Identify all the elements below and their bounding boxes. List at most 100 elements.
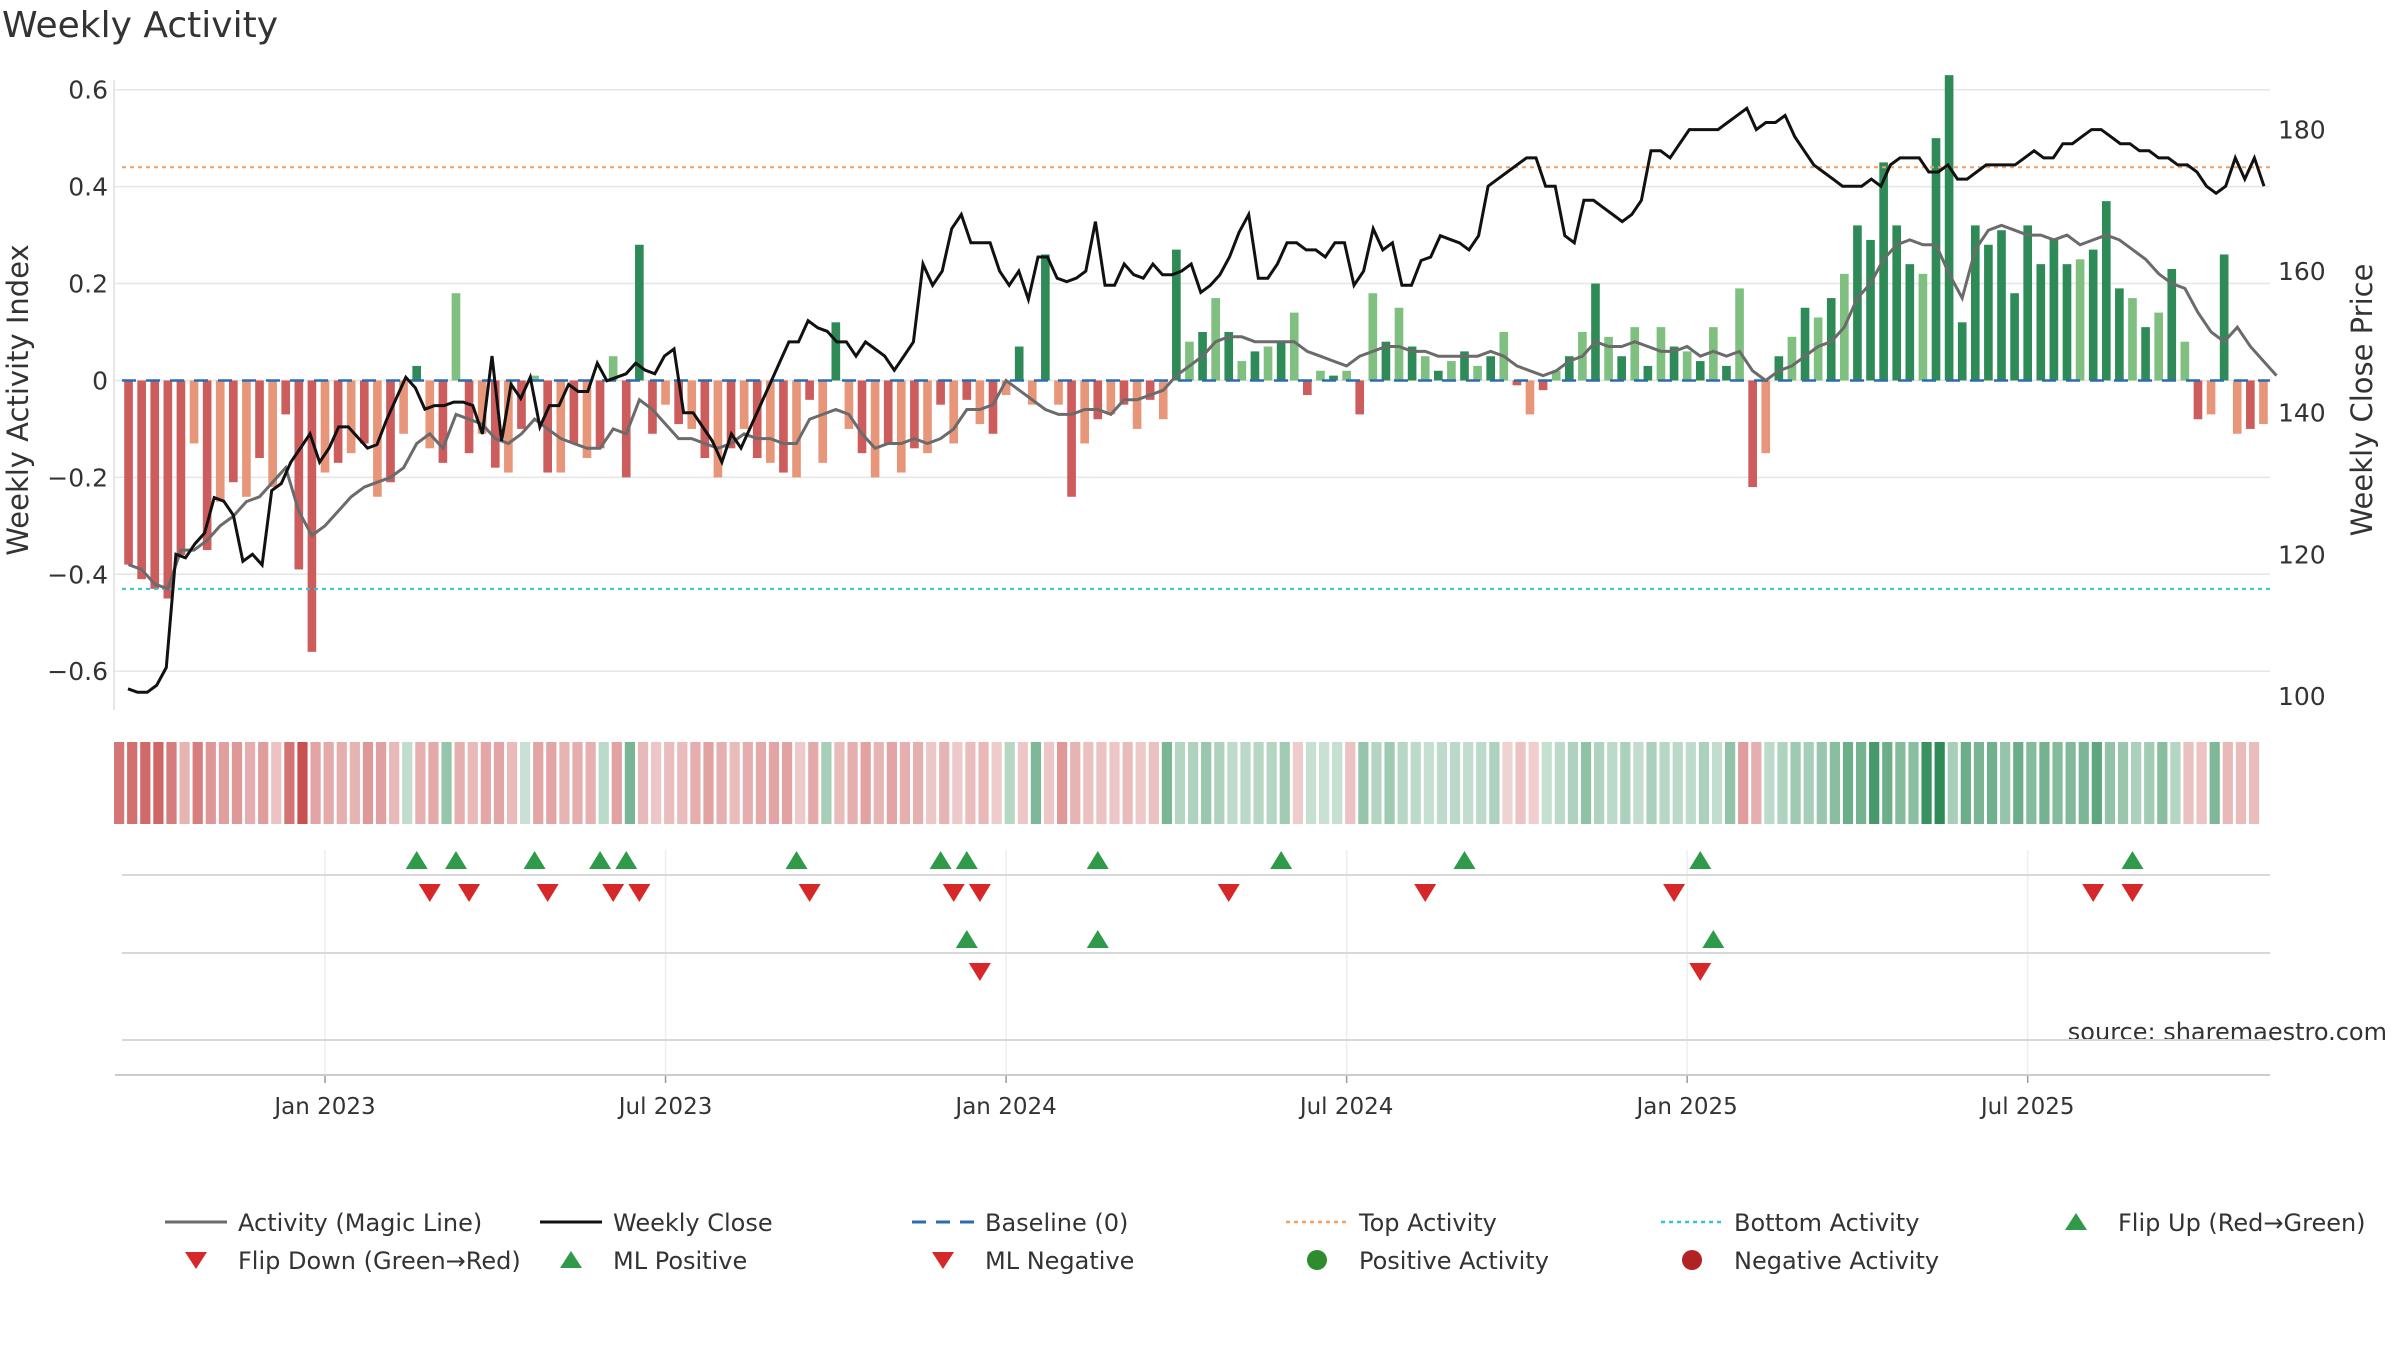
legend-label: ML Positive [613,1247,747,1275]
heat-strip-cell [1528,742,1539,824]
x-tick-label: Jul 2023 [617,1094,713,1120]
legend-label: Weekly Close [613,1209,773,1237]
heat-strip-cell [166,742,177,824]
heat-strip-cell [1161,742,1173,824]
activity-bar [818,380,828,463]
heat-strip-cell [1410,742,1421,824]
left-tick-label: −0.2 [47,463,108,492]
activity-bar [569,380,579,444]
flip-down-marker [458,884,481,902]
heat-strip-cell [624,742,636,824]
activity-bar [1682,351,1692,381]
activity-bar [202,380,212,551]
heat-strip-cell [1908,742,1919,824]
heat-strip-cell [1698,742,1710,824]
heat-strip-cell [546,742,557,824]
activity-bar [949,380,959,444]
heat-strip-cell [1620,742,1631,824]
activity-bar [399,380,408,434]
activity-bar [1329,375,1338,381]
legend-label: Flip Up (Red→Green) [2118,1209,2366,1237]
activity-bar [530,375,539,381]
activity-bar [1984,244,1993,381]
legend-swatch [932,1252,954,1269]
activity-bar [412,365,422,381]
activity-bar [386,380,395,483]
activity-bar [687,380,697,429]
left-tick-label: −0.6 [47,657,108,686]
flip-down-marker [1663,884,1686,902]
activity-bar [1722,365,1731,381]
heat-strip-cell [781,742,793,824]
heat-strip-cell [899,742,911,824]
heat-strip-cell [533,742,544,824]
heat-strip-cell [939,742,950,824]
activity-bar [1813,317,1823,381]
heat-strip-cell [1358,742,1369,824]
legend-swatch [2065,1213,2087,1230]
activity-bar [1892,225,1902,381]
heat-strip-cell [1240,742,1251,824]
activity-bar [124,380,133,565]
activity-bar [1093,380,1103,420]
activity-bar [1630,327,1640,381]
legend-item: ML Negative [932,1247,1134,1275]
heat-strip-cell [912,742,924,824]
activity-bar [883,380,893,444]
activity-bar [1473,365,1482,381]
left-tick-label: 0.4 [68,173,108,202]
heat-strip-cell [1266,742,1277,824]
flip-down-marker [2121,884,2144,902]
heat-strip-cell [2131,742,2142,824]
activity-bar [1826,298,1836,381]
activity-bar [1433,370,1443,381]
heat-strip-cell [1777,742,1788,824]
legend-item: ML Positive [560,1247,747,1275]
heat-strip-cell [795,742,806,824]
heat-strip-cell [637,742,649,824]
activity-bar [1303,380,1312,395]
heat-strip-cell [1960,742,1971,824]
heat-strip-cell [2209,742,2220,824]
activity-bar [739,380,749,429]
activity-bar [2232,380,2242,434]
heat-strip-cell [886,742,897,824]
activity-bar [1224,332,1234,381]
heat-strip-cell [244,742,256,824]
heat-strip-cell [153,742,164,824]
heat-strip-cell [375,742,387,824]
heat-strip-cell [1554,742,1565,824]
legend-item: Bottom Activity [1661,1209,1919,1237]
activity-bar [176,380,186,555]
activity-bar [2010,293,2019,381]
x-tick-label: Jan 2023 [272,1094,375,1120]
activity-bar [2075,259,2085,381]
activity-bar [189,380,199,444]
activity-bar [792,380,801,478]
activity-bar [1656,327,1666,381]
activity-bar [1800,307,1810,381]
heat-strip-cell [1004,742,1015,824]
activity-bar [1787,336,1797,381]
heat-strip-cell [1292,742,1303,824]
heat-strip-cell [1253,742,1264,824]
activity-bar [359,380,369,444]
heat-strip-cell [1751,742,1762,824]
activity-bar [1237,361,1247,381]
activity-bar [1512,380,1522,386]
heat-strip-cell [2157,742,2168,824]
legend-label: Baseline (0) [985,1209,1128,1237]
activity-bar [700,380,710,458]
heat-strip-cell [1332,742,1343,824]
activity-bar [1853,225,1862,381]
heat-strip-cell [258,742,269,824]
activity-bar [1669,346,1679,381]
heat-strip-cell [598,742,609,824]
activity-bar [242,380,251,497]
heat-strip-cell [1449,742,1461,824]
activity-bar [1368,293,1378,381]
activity-bar [726,380,736,449]
activity-bar [1761,380,1771,454]
heat-strip-cell [572,742,583,824]
